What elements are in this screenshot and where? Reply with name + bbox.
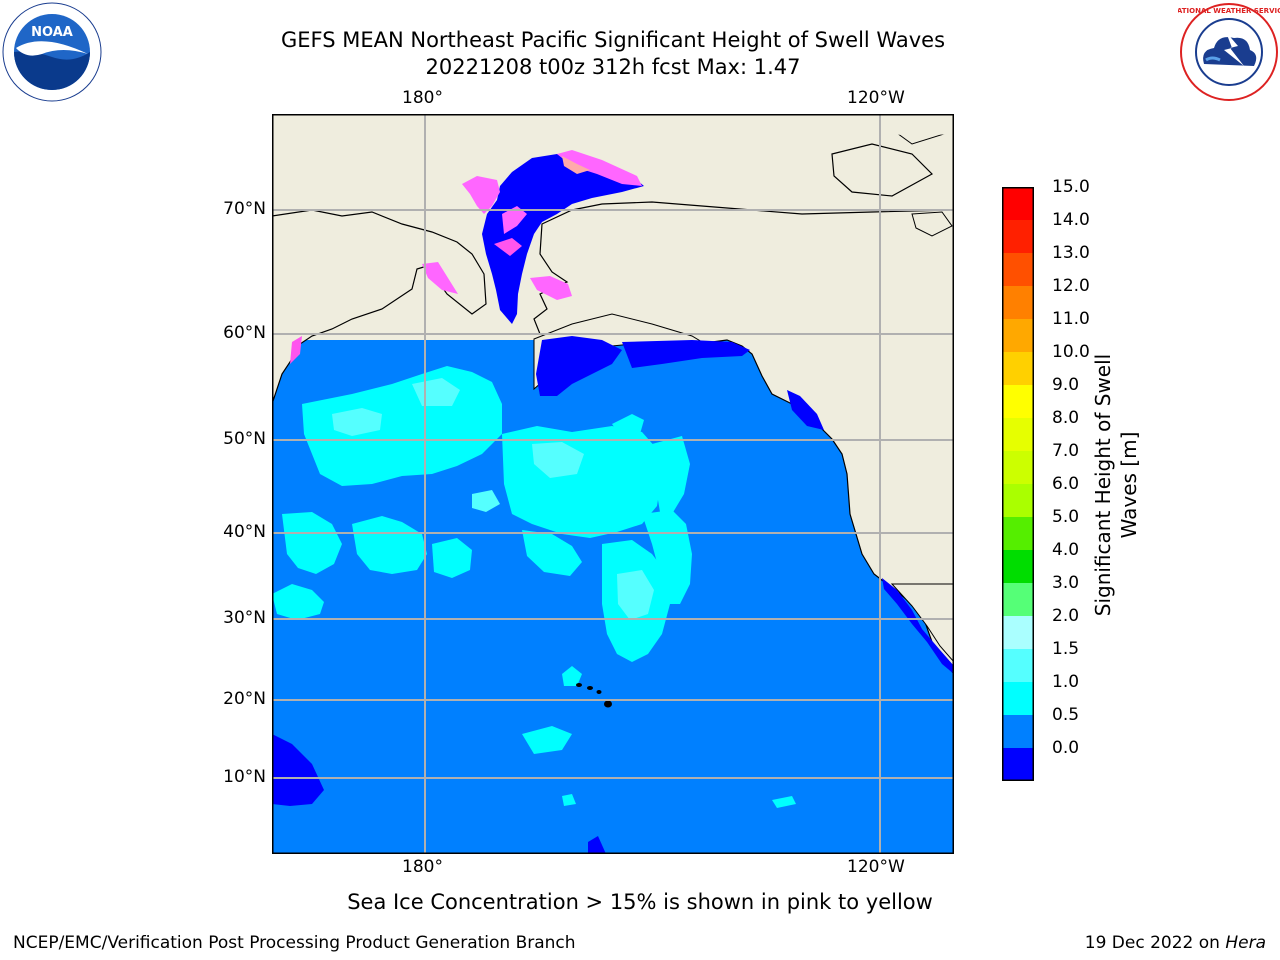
nws-logo: NATIONAL WEATHER SERVICE (1178, 3, 1280, 101)
sea-ice-5 (494, 238, 522, 256)
lon-tick-top-180: 180° (402, 88, 443, 108)
colorbar-tick-label: 0.0 (1052, 738, 1080, 758)
arctic-pack (272, 114, 954, 212)
gridlines (272, 114, 954, 854)
colorbar (1002, 187, 1034, 781)
colorbar-segment (1002, 319, 1034, 353)
colorbar-segment (1002, 715, 1034, 749)
lon-tick-top-120w: 120°W (847, 88, 905, 108)
colorbar-tick-label: 2.0 (1052, 606, 1080, 626)
sea-ice-7 (422, 262, 458, 294)
colorbar-tick-label: 13.0 (1052, 243, 1090, 263)
colorbar-tick-label: 6.0 (1052, 474, 1080, 494)
chart-subtitle: 20221208 t00z 312h fcst Max: 1.47 (425, 55, 801, 79)
nws-ring-text: NATIONAL WEATHER SERVICE (1178, 7, 1280, 15)
hawaii-islands (576, 683, 612, 708)
colorbar-segment (1002, 550, 1034, 584)
sea-ice-8 (290, 336, 302, 364)
colorbar-segment (1002, 484, 1034, 518)
lat-tick-10n: 10°N (223, 767, 266, 787)
colorbar-segment (1002, 418, 1034, 452)
colorbar-segment (1002, 220, 1034, 254)
lon-tick-bottom-180: 180° (402, 857, 443, 877)
colorbar-tick-label: 8.0 (1052, 408, 1080, 428)
colorbar-segment (1002, 616, 1034, 650)
colorbar-tick-label: 11.0 (1052, 309, 1090, 329)
low-swell-south (588, 836, 606, 854)
colorbar-segment (1002, 187, 1034, 221)
map-frame (272, 114, 954, 854)
arctic-island-1 (831, 143, 933, 197)
colorbar-segment (1002, 748, 1034, 781)
colorbar-tick-label: 4.0 (1052, 540, 1080, 560)
footer-date-text: 19 Dec 2022 on (1084, 933, 1226, 953)
colorbar-segment (1002, 451, 1034, 485)
footer-host: Hera (1225, 933, 1266, 953)
colorbar-tick-label: 0.5 (1052, 705, 1080, 725)
colorbar-tick-label: 1.5 (1052, 639, 1080, 659)
colorbar-tick-label: 15.0 (1052, 177, 1090, 197)
sea-ice-6 (530, 276, 572, 300)
sea-ice-3 (562, 156, 590, 174)
lon-tick-bottom-120w: 120°W (847, 857, 905, 877)
map-panel (272, 114, 954, 854)
sea-ice-2 (557, 150, 642, 186)
sea-ice-4 (502, 206, 527, 234)
colorbar-segment (1002, 253, 1034, 287)
lat-tick-20n: 20°N (223, 689, 266, 709)
colorbar-segment (1002, 649, 1034, 683)
noaa-logo-text: NOAA (31, 25, 73, 40)
arctic-island-3 (911, 211, 953, 237)
lat-tick-30n: 30°N (223, 608, 266, 628)
colorbar-tick-label: 7.0 (1052, 441, 1080, 461)
colorbar-tick-label: 10.0 (1052, 342, 1090, 362)
colorbar-segment (1002, 517, 1034, 551)
colorbar-title: Significant Height of Swell Waves [m] (1091, 353, 1141, 617)
bering-strait-low-swell (482, 154, 644, 324)
bc-coast-low-swell (787, 390, 824, 430)
colorbar-segment (1002, 286, 1034, 320)
footer-credit: NCEP/EMC/Verification Post Processing Pr… (13, 933, 576, 953)
sea-ice-note: Sea Ice Concentration > 15% is shown in … (347, 890, 933, 914)
colorbar-segment (1002, 682, 1034, 716)
bristol-bay-low-swell (536, 336, 622, 396)
lat-tick-50n: 50°N (223, 429, 266, 449)
gulf-alaska-low-swell (622, 340, 750, 368)
colorbar-tick-label: 14.0 (1052, 210, 1090, 230)
chart-title: GEFS MEAN Northeast Pacific Significant … (280, 28, 946, 52)
colorbar-segment (1002, 385, 1034, 419)
colorbar-tick-label: 12.0 (1052, 276, 1090, 296)
colorbar-segment (1002, 583, 1034, 617)
footer-date: 19 Dec 2022 on Hera (1085, 933, 1266, 953)
low-swell-southwest (272, 734, 324, 806)
colorbar-tick-label: 5.0 (1052, 507, 1080, 527)
colorbar-tick-label: 9.0 (1052, 375, 1080, 395)
baja-coast (890, 583, 954, 663)
noaa-logo: NOAA (2, 2, 102, 102)
lat-tick-70n: 70°N (223, 199, 266, 219)
california-coast-low-swell (882, 578, 954, 674)
lat-tick-40n: 40°N (223, 522, 266, 542)
colorbar-tick-label: 1.0 (1052, 672, 1080, 692)
colorbar-tick-label: 3.0 (1052, 573, 1080, 593)
lat-tick-60n: 60°N (223, 323, 266, 343)
colorbar-segment (1002, 352, 1034, 386)
sea-ice-1 (462, 176, 500, 214)
